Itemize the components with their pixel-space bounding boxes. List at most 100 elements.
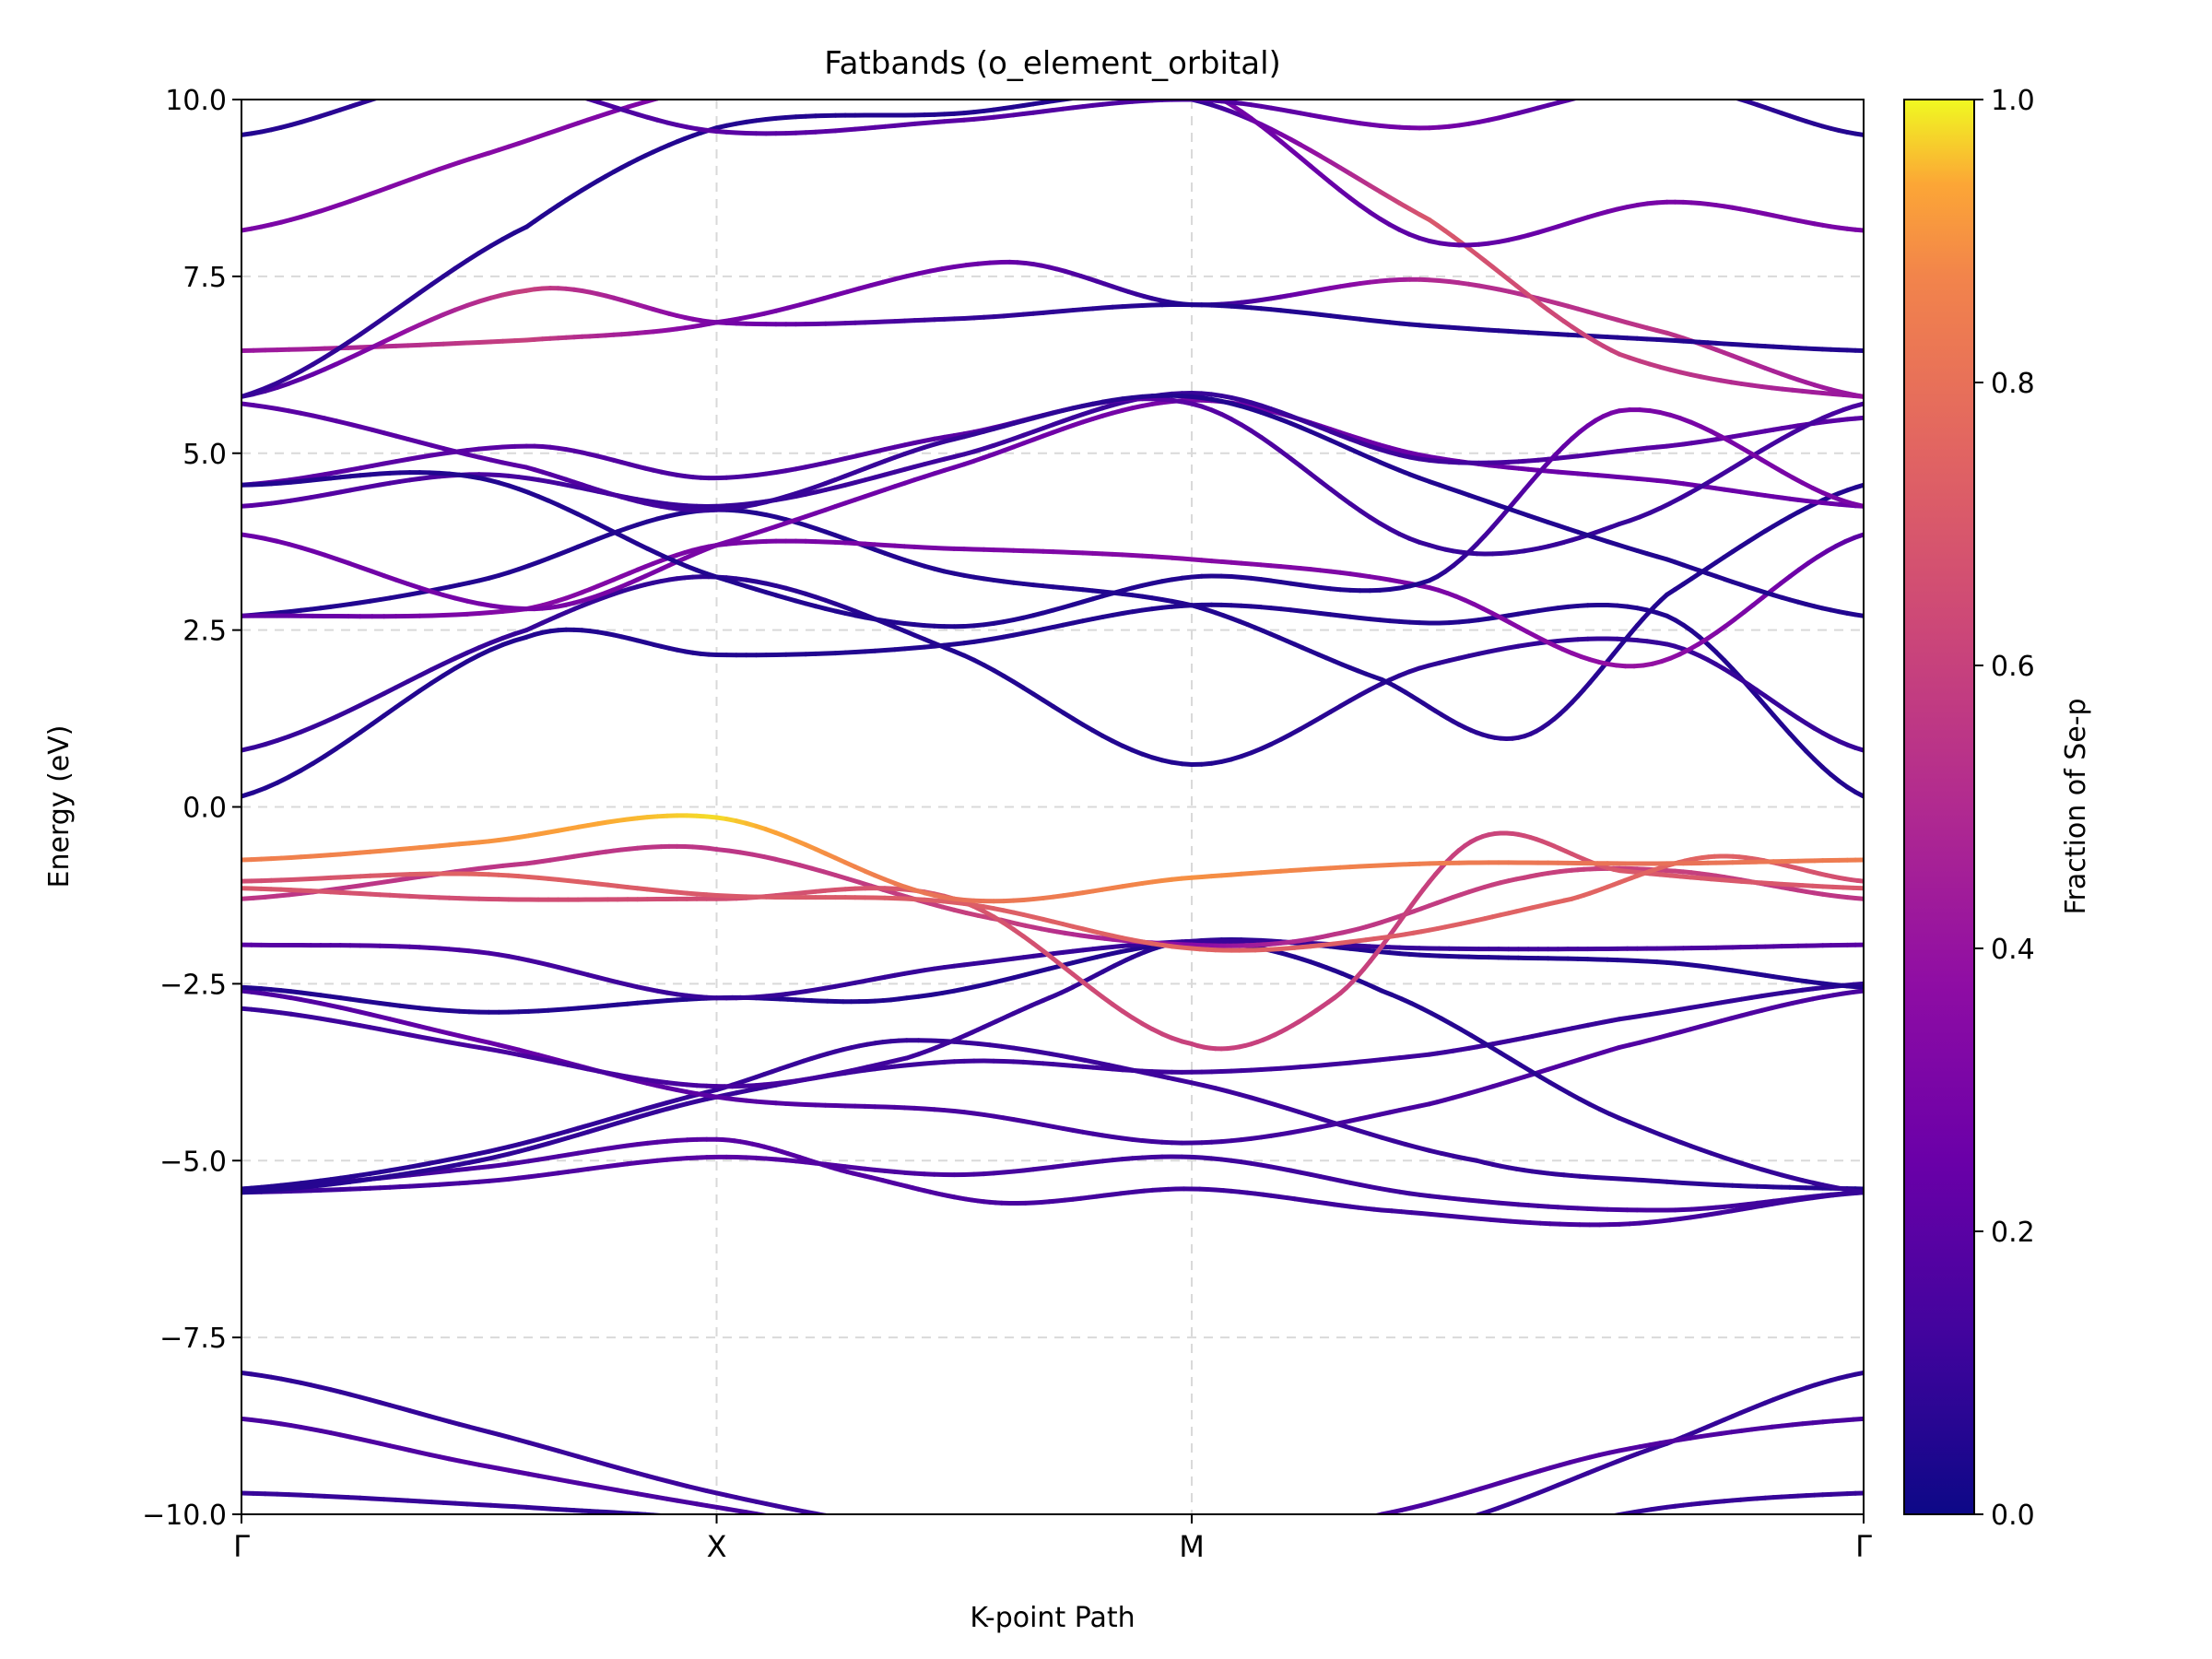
band-0-segment <box>766 1528 776 1530</box>
band-1-segment <box>1321 1544 1331 1545</box>
band-23 <box>241 393 1864 618</box>
band-26-segment <box>1152 94 1162 95</box>
band-2-segment <box>795 1521 806 1523</box>
band-27-segment <box>1853 227 1864 233</box>
band-0-segment <box>1441 1546 1453 1547</box>
band-0-segment <box>756 1526 766 1528</box>
band-0-segment <box>726 1523 736 1524</box>
band-15-segment <box>429 673 446 686</box>
band-0-segment <box>1406 1549 1418 1551</box>
band-0-segment <box>1394 1551 1406 1553</box>
band-15 <box>241 602 1864 799</box>
band-2-segment <box>1231 1538 1240 1539</box>
band-2-segment <box>845 1529 855 1531</box>
band-2-segment <box>1223 1539 1231 1540</box>
band-0-segment <box>1493 1538 1501 1540</box>
band-0-segment <box>1347 1557 1359 1559</box>
band-2-segment <box>1271 1534 1279 1535</box>
band-2-segment <box>984 1545 994 1546</box>
band-0-segment <box>1509 1535 1517 1537</box>
band-26-segment <box>1162 95 1172 96</box>
band-0-segment <box>1275 1565 1287 1566</box>
band-2-segment <box>865 1532 876 1534</box>
band-24 <box>241 259 1864 399</box>
band-20 <box>241 391 1864 509</box>
band-27-segment <box>766 79 776 80</box>
band-2-segment <box>885 1535 895 1536</box>
band-28-segment <box>380 94 390 97</box>
band-28-segment <box>410 86 420 88</box>
band-27-segment <box>776 78 786 79</box>
band-0-segment <box>1204 1570 1216 1571</box>
band-26-segment <box>370 315 387 329</box>
band-1-segment <box>974 1538 984 1539</box>
band-0-segment <box>1053 1566 1064 1567</box>
band-28-segment <box>390 91 400 94</box>
band-1 <box>241 1371 1864 1548</box>
band-1-segment <box>1449 1521 1459 1524</box>
band-0-segment <box>1533 1531 1541 1533</box>
band-26-segment <box>346 332 363 345</box>
band-0-segment <box>994 1560 1004 1561</box>
band-27-segment <box>1202 89 1212 94</box>
band-2-segment <box>1335 1523 1343 1524</box>
band-0-segment <box>1014 1563 1024 1564</box>
band-0-segment <box>895 1549 905 1551</box>
band-27-segment <box>726 83 736 84</box>
band-0-segment <box>709 1521 717 1522</box>
band-0 <box>241 1490 1864 1571</box>
band-2-segment <box>1255 1535 1264 1536</box>
band-28-segment <box>489 78 500 79</box>
band-1-segment <box>1014 1542 1024 1543</box>
band-0-segment <box>1083 1569 1093 1570</box>
band-0-segment <box>693 1519 701 1520</box>
band-2-segment <box>806 1523 816 1524</box>
band-1-segment <box>954 1535 964 1536</box>
band-0-segment <box>984 1559 994 1560</box>
band-27-segment <box>1192 86 1202 89</box>
band-1-segment <box>964 1536 974 1537</box>
band-23-segment <box>1853 612 1864 618</box>
band-26-segment <box>334 339 351 353</box>
band-1-segment <box>1063 1546 1073 1547</box>
band-2-segment <box>945 1542 955 1543</box>
band-1-segment <box>1440 1524 1450 1526</box>
band-0-segment <box>855 1543 865 1545</box>
band-0-segment <box>1548 1527 1557 1529</box>
band-27-segment <box>707 86 717 88</box>
band-1-segment <box>865 1523 876 1524</box>
band-28-segment <box>459 78 469 79</box>
band-1-segment <box>1430 1526 1440 1529</box>
band-2-segment <box>764 1512 772 1514</box>
band-2-segment <box>895 1536 905 1537</box>
band-26-segment <box>1172 96 1182 98</box>
band-11-segment <box>1853 896 1864 901</box>
band-0-segment <box>816 1535 826 1537</box>
band-28-segment <box>400 88 410 91</box>
band-2-segment <box>1358 1518 1366 1520</box>
band-0-segment <box>1430 1547 1441 1548</box>
band-1-segment <box>1271 1547 1281 1548</box>
band-9-segment <box>1853 984 1864 990</box>
band-0-segment <box>865 1544 876 1546</box>
band-lines <box>241 78 1864 1571</box>
band-28-segment <box>528 83 538 85</box>
band-26-segment <box>441 265 458 279</box>
band-4 <box>241 1154 1864 1213</box>
band-27-segment <box>747 80 757 81</box>
band-2-segment <box>924 1540 935 1541</box>
band-0-segment <box>1287 1564 1299 1565</box>
band-0-segment <box>806 1534 816 1535</box>
band-28-segment <box>568 93 578 96</box>
band-28 <box>241 78 1864 137</box>
band-15-segment <box>1853 789 1864 799</box>
band-27-segment <box>697 88 707 89</box>
band-0-segment <box>717 1522 727 1523</box>
band-0-segment <box>1311 1561 1323 1562</box>
band-2-segment <box>935 1541 945 1542</box>
band-25 <box>241 286 1864 399</box>
band-1-segment <box>914 1530 924 1532</box>
band-0-segment <box>1540 1529 1548 1531</box>
band-0-segment <box>1073 1568 1083 1569</box>
band-27-segment <box>667 93 677 96</box>
